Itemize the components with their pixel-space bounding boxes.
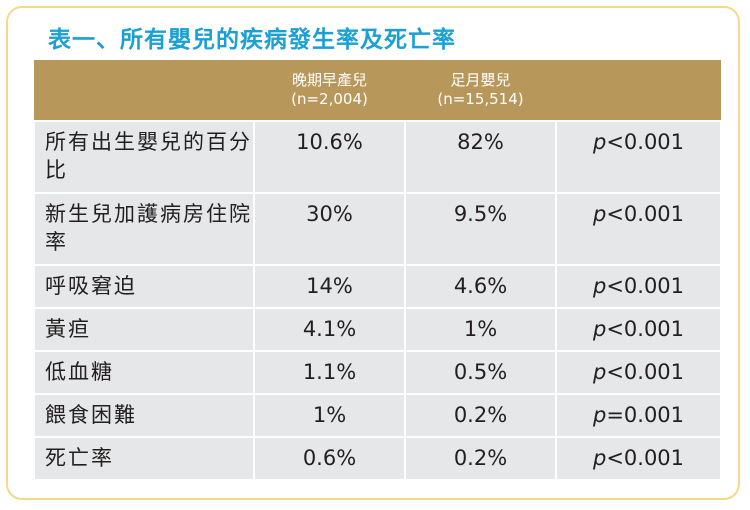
late-preterm-value: 14% [253,264,406,309]
table-row: 黃疸 4.1% 1% p<0.001 [33,307,722,352]
full-term-value: 82% [404,120,557,194]
header-p-value [556,60,721,121]
full-term-value: 0.5% [404,350,557,395]
table-row: 新生兒加護病房住院率 30% 9.5% p<0.001 [33,192,722,266]
p-value: p<0.001 [555,120,722,194]
late-preterm-value: 0.6% [253,436,406,481]
table-row: 所有出生嬰兒的百分比 10.6% 82% p<0.001 [33,120,722,194]
row-label: 呼吸窘迫 [33,264,255,309]
row-label: 低血糖 [33,350,255,395]
header-full-term: 足月嬰兒 (n=15,514) [405,60,556,121]
table-row: 呼吸窘迫 14% 4.6% p<0.001 [33,264,722,309]
p-value: p<0.001 [555,436,722,481]
full-term-value: 9.5% [404,192,557,266]
p-value: p<0.001 [555,192,722,266]
full-term-value: 0.2% [404,393,557,438]
late-preterm-value: 4.1% [253,307,406,352]
p-value: p<0.001 [555,307,722,352]
table-title: 表一、所有嬰兒的疾病發生率及死亡率 [48,27,456,53]
full-term-value: 4.6% [404,264,557,309]
data-table: 晚期早產兒 (n=2,004) 足月嬰兒 (n=15,514) 所有出生嬰兒的百… [33,60,722,481]
row-label: 死亡率 [33,436,255,481]
late-preterm-value: 1% [253,393,406,438]
header-row: 晚期早產兒 (n=2,004) 足月嬰兒 (n=15,514) [34,60,721,121]
header-late-preterm: 晚期早產兒 (n=2,004) [254,60,405,121]
late-preterm-value: 30% [253,192,406,266]
row-label: 黃疸 [33,307,255,352]
p-value: p=0.001 [555,393,722,438]
header-empty [34,60,254,121]
full-term-value: 1% [404,307,557,352]
late-preterm-value: 10.6% [253,120,406,194]
table-row: 餵食困難 1% 0.2% p=0.001 [33,393,722,438]
p-value: p<0.001 [555,264,722,309]
table-row: 死亡率 0.6% 0.2% p<0.001 [33,436,722,481]
row-label: 新生兒加護病房住院率 [33,192,255,266]
row-label: 餵食困難 [33,393,255,438]
table-row: 低血糖 1.1% 0.5% p<0.001 [33,350,722,395]
row-label: 所有出生嬰兒的百分比 [33,120,255,194]
late-preterm-value: 1.1% [253,350,406,395]
full-term-value: 0.2% [404,436,557,481]
p-value: p<0.001 [555,350,722,395]
